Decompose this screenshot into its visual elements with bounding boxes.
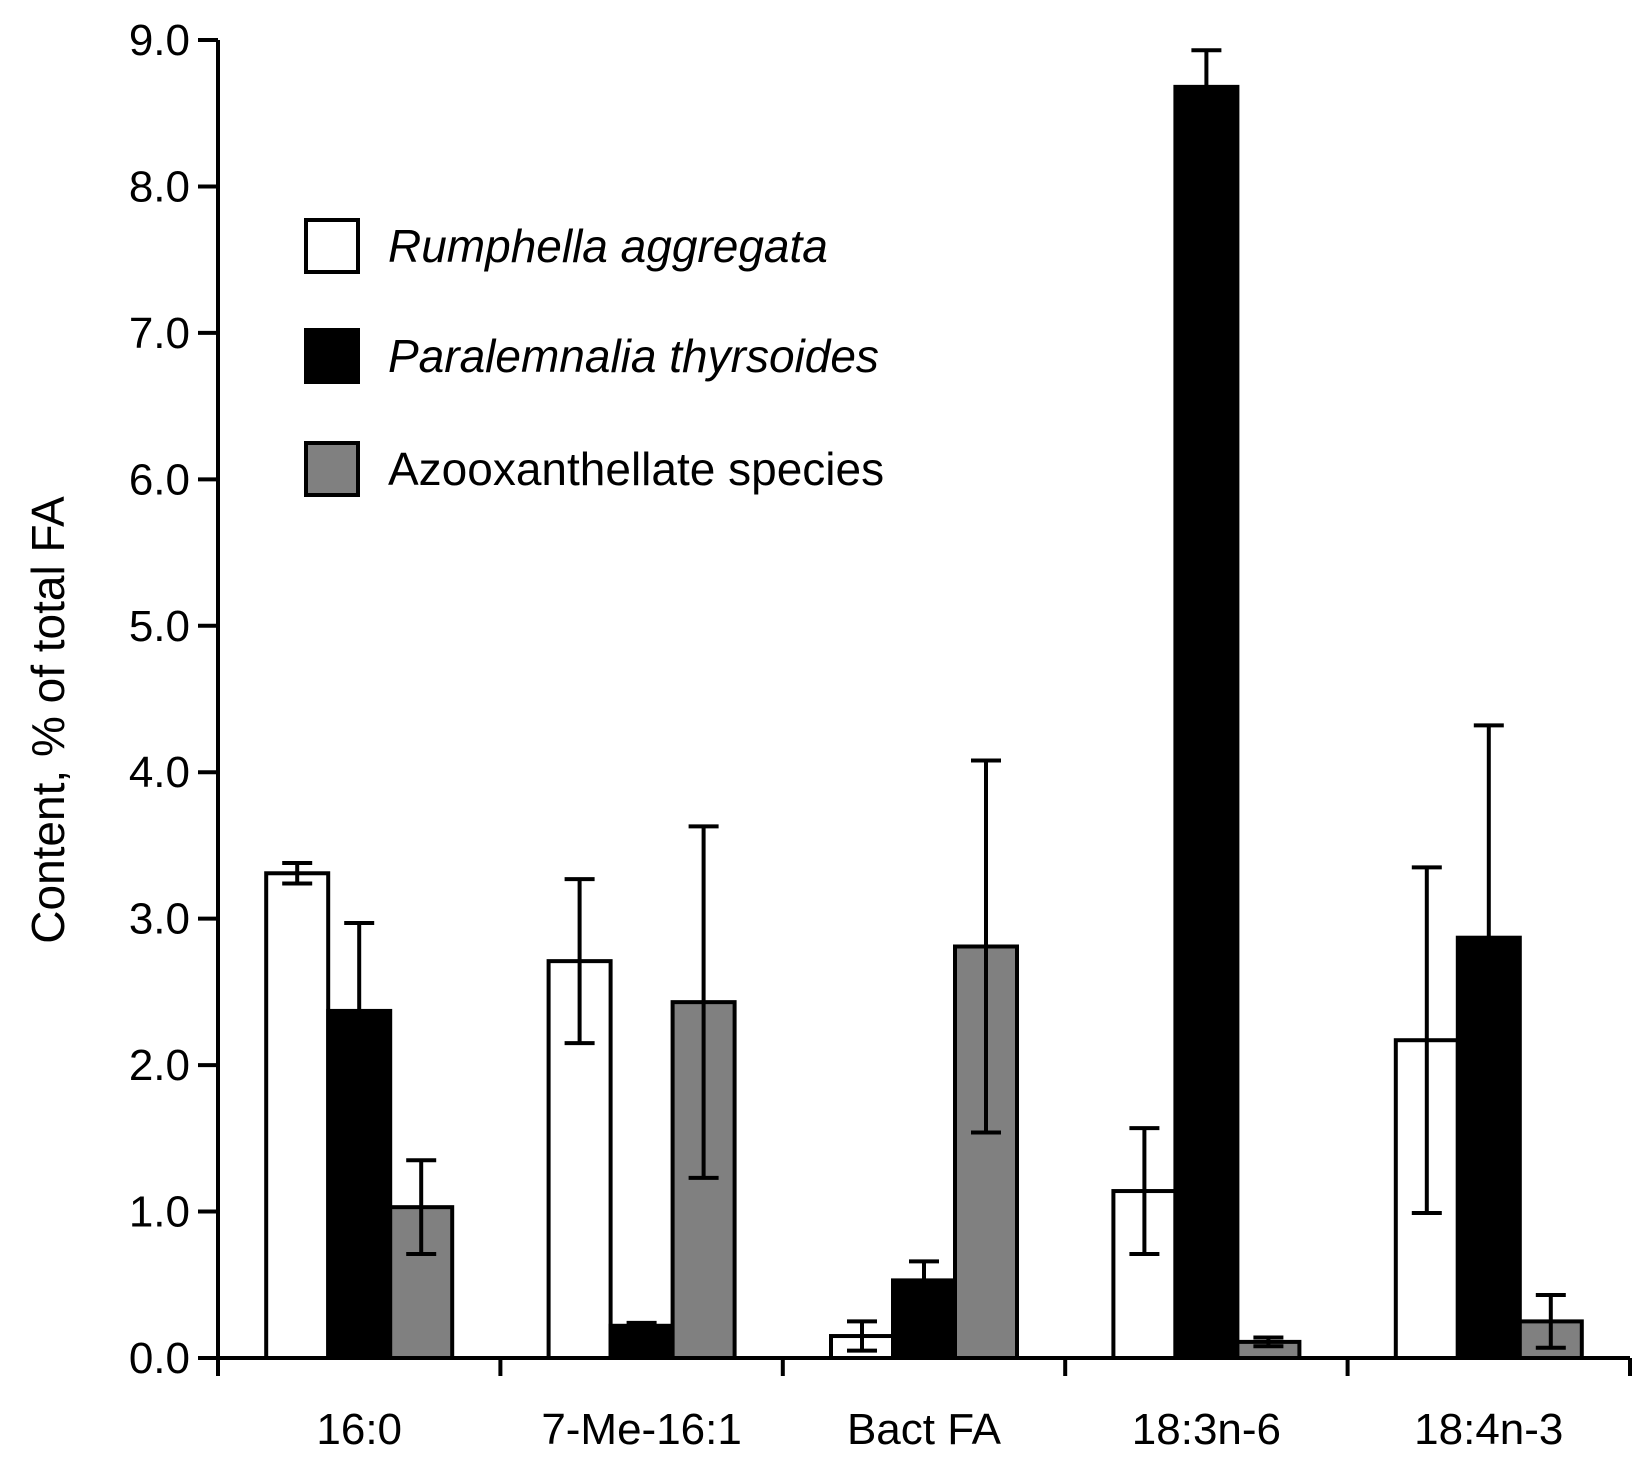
y-tick-label: 6.0 bbox=[129, 455, 190, 504]
legend-label: Paralemnalia thyrsoides bbox=[388, 330, 879, 382]
bar bbox=[1173, 84, 1240, 1361]
y-tick-label: 4.0 bbox=[129, 748, 190, 797]
y-tick-label: 9.0 bbox=[129, 16, 190, 65]
legend-label: Azooxanthellate species bbox=[388, 443, 884, 495]
x-category-label: 7-Me-16:1 bbox=[541, 1405, 742, 1454]
x-category-label: Bact FA bbox=[847, 1405, 1002, 1454]
x-axis: 16:0 7-Me-16:1 Bact FA 18:3n-6 18:4n-3 bbox=[216, 1356, 1632, 1454]
y-tick-label: 5.0 bbox=[129, 602, 190, 651]
y-axis: 0.0 1.0 2.0 3.0 4.0 5.0 6.0 7.0 8.0 9.0 bbox=[129, 16, 220, 1383]
x-category-label: 18:3n-6 bbox=[1132, 1405, 1281, 1454]
legend-swatch bbox=[304, 328, 360, 384]
y-tick-label: 7.0 bbox=[129, 309, 190, 358]
y-tick-label: 3.0 bbox=[129, 895, 190, 944]
y-tick-label: 0.0 bbox=[129, 1334, 190, 1383]
error-bars bbox=[282, 48, 1566, 1353]
y-tick-label: 2.0 bbox=[129, 1041, 190, 1090]
bar bbox=[264, 871, 331, 1360]
y-tick-label: 1.0 bbox=[129, 1188, 190, 1237]
bars bbox=[264, 84, 1584, 1361]
x-category-label: 16:0 bbox=[316, 1405, 402, 1454]
legend-swatch bbox=[304, 218, 360, 274]
bar bbox=[891, 1278, 957, 1360]
x-category-label: 18:4n-3 bbox=[1414, 1405, 1563, 1454]
legend-label: Rumphella aggregata bbox=[388, 220, 828, 272]
legend-swatch bbox=[304, 441, 360, 497]
y-tick-label: 8.0 bbox=[129, 162, 190, 211]
y-axis-label: Content, % of total FA bbox=[22, 496, 74, 944]
legend: Rumphella aggregata Paralemnalia thyrsoid… bbox=[304, 218, 884, 497]
